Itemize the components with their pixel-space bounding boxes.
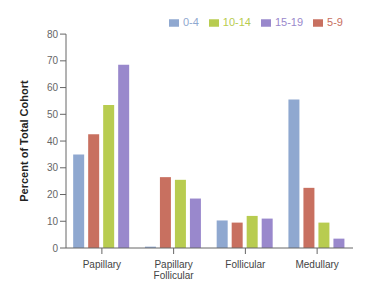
- svg-text:Follicular: Follicular: [225, 259, 266, 270]
- svg-text:60: 60: [47, 82, 59, 93]
- svg-text:70: 70: [47, 55, 59, 66]
- svg-text:80: 80: [47, 29, 59, 40]
- html-text:10-14: 10-14: [222, 16, 251, 28]
- svg-text:0: 0: [52, 243, 58, 254]
- html-text:5-9: 5-9: [327, 16, 343, 28]
- svg-text:Papillary: Papillary: [83, 259, 121, 270]
- svg-text:20: 20: [47, 189, 59, 200]
- html-text:0-4: 0-4: [182, 16, 199, 28]
- svg-text:PapillaryFollicular: PapillaryFollicular: [154, 259, 195, 281]
- svg-text:40: 40: [47, 136, 59, 147]
- svg-text:Percent of Total Cohort: Percent of Total Cohort: [18, 80, 30, 202]
- svg-text:Medullary: Medullary: [295, 259, 338, 270]
- html-text:15-19: 15-19: [275, 16, 304, 28]
- svg-text:50: 50: [47, 109, 59, 120]
- svg-text:10: 10: [47, 216, 59, 227]
- svg-text:30: 30: [47, 162, 59, 173]
